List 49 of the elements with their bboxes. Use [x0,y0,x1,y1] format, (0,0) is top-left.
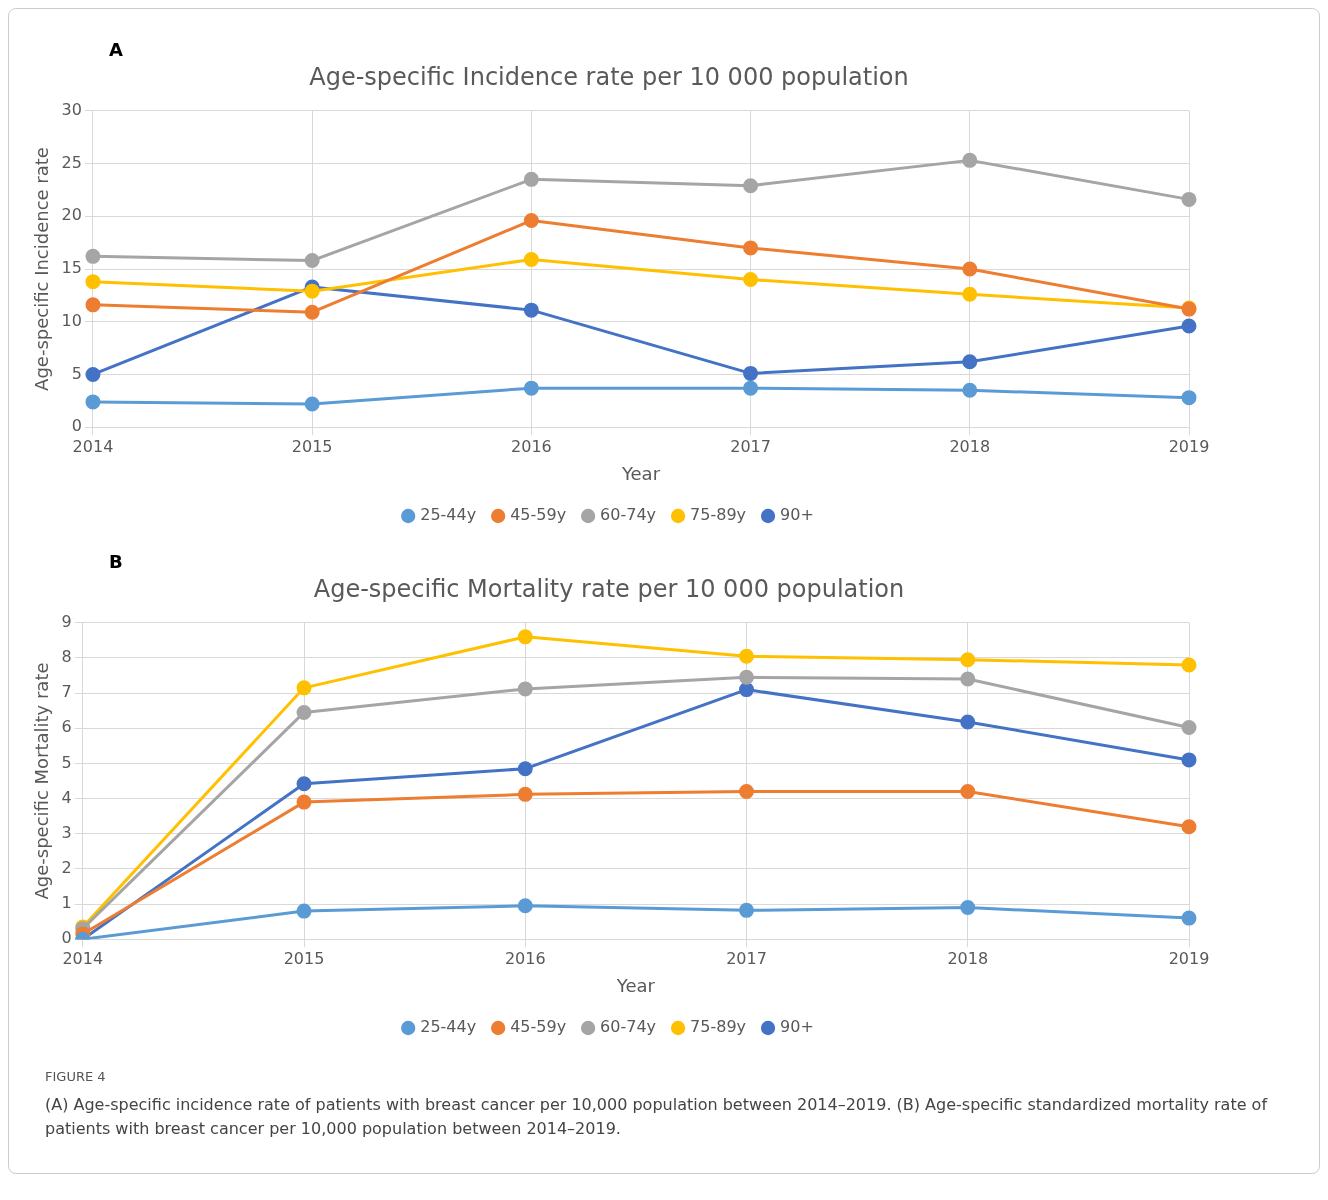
y-tick-label: 0 [61,928,72,948]
legend-label: 60-74y [600,1017,657,1037]
y-tick-label: 3 [61,822,72,842]
x-tick-label: 2017 [730,436,771,456]
legend-label: 90+ [780,505,814,525]
chart-title: Age-specific Incidence rate per 10 000 population [309,62,909,91]
legend-label: 75-89y [690,1017,747,1037]
y-tick-label: 20 [61,205,82,225]
y-tick-label: 10 [61,310,82,330]
x-axis-title: Year [620,462,661,484]
y-tick-label: 5 [61,752,72,772]
text: B [109,551,124,572]
y-tick-label: 7 [61,682,72,702]
y-tick-label: 2 [61,858,72,878]
caption: FIGURE 4 [45,1068,107,1086]
legend-label: 45-59y [510,1017,567,1037]
legend-label: 90+ [780,1017,814,1037]
legend-label: 25-44y [420,505,477,525]
y-tick-label: 1 [61,893,72,913]
x-axis-title: Year [615,974,656,996]
y-tick-label: 9 [61,611,72,631]
x-tick-label: 2019 [1168,948,1210,968]
x-tick-label: 2016 [511,436,552,456]
legend-label: 75-89y [690,505,747,525]
y-tick-label: 5 [71,363,82,383]
text: A [109,39,124,60]
y-axis-title: Age-specific Incidence rate [31,147,53,391]
y-tick-label: 6 [61,717,72,737]
y-tick-label: 15 [61,258,82,278]
legend-label: 45-59y [510,505,567,525]
y-tick-label: 0 [71,416,82,436]
x-tick-label: 2014 [72,436,114,456]
y-tick-label: 30 [61,99,82,119]
x-tick-label: 2016 [504,948,546,968]
y-tick-label: 8 [61,647,72,667]
x-tick-label: 2018 [947,948,989,968]
x-tick-label: 2019 [1168,436,1210,456]
legend-label: 60-74y [600,505,657,525]
x-tick-label: 2015 [283,948,325,968]
y-tick-label: 25 [61,152,82,172]
y-tick-label: 4 [61,787,72,807]
y-axis-title: Age-specific Mortality rate [31,662,53,900]
chart-title: Age-specific Mortality rate per 10 000 population [313,574,905,603]
x-tick-label: 2017 [726,948,767,968]
x-tick-label: 2014 [62,948,104,968]
text: (A) Age-specific incidence rate of patients with breast cancer per 10,000 population between 2014–2019. (B) Age-specific standardized mortality rate of patients with breast cancer per 10,000 population between 2014–2019. [45,1094,1269,1140]
x-tick-label: 2018 [949,436,991,456]
legend-label: 25-44y [420,1017,477,1037]
x-tick-label: 2015 [291,436,333,456]
